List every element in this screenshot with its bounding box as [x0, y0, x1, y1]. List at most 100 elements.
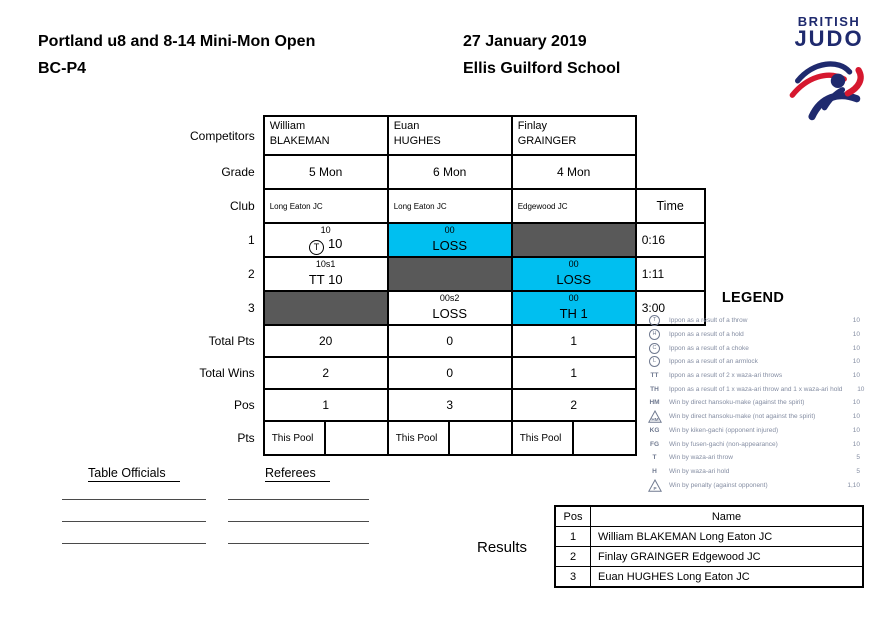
legend-symbol-KG-icon: KG — [649, 426, 660, 434]
pos-cell-1: 1 — [262, 388, 389, 422]
score-code: 00 — [568, 259, 579, 269]
legend-item-value: 1,10 — [847, 481, 860, 489]
this-pool-label: This Pool — [265, 422, 326, 454]
competitor-last-name: HUGHES — [393, 134, 441, 147]
total-pts-cell-2: 0 — [386, 324, 513, 358]
legend-item: HM Win by direct hansoku-make (not agains… — [646, 410, 860, 424]
competitor-cell-2: Euan HUGHES — [386, 115, 513, 156]
legend-symbol-circle-C-icon: C — [646, 342, 663, 354]
row-label-match-2: 2 — [248, 267, 255, 281]
score-code: 10 — [320, 225, 331, 235]
event-header: Portland u8 and 8-14 Mini-Mon Open BC-P4 — [38, 28, 315, 82]
score-main: TT 10 — [308, 272, 343, 287]
match1-cell-euan: 00 LOSS — [386, 222, 513, 258]
signature-line — [228, 500, 369, 522]
legend-item-text: Ippon as a result of a hold — [669, 331, 744, 339]
total-wins-cell-3: 1 — [510, 356, 637, 390]
legend-item: H Win by waza-ari hold 5 — [646, 465, 860, 479]
legend-item: TT Ippon as a result of 2 x waza-ari thro… — [646, 369, 860, 383]
score-value: 10 — [327, 236, 343, 251]
score-code: 00 — [444, 225, 455, 235]
legend-item-value: 10 — [852, 344, 860, 352]
signature-line — [62, 500, 206, 522]
legend-item: P Win by penalty (against opponent) 1,10 — [646, 478, 860, 492]
legend-symbol-TH-icon: TH — [650, 385, 659, 393]
score-main: T 10 — [265, 225, 387, 255]
legend-item-text: Win by waza-ari hold — [669, 467, 730, 475]
legend-item-value: 10 — [857, 385, 865, 393]
row-label-pos: Pos — [234, 398, 255, 412]
match3-cell-finlay: 00 TH 1 — [510, 290, 637, 326]
score-code: 00s2 — [439, 293, 460, 303]
logo-text-british: BRITISH — [797, 14, 861, 29]
table-officials-label: Table Officials — [88, 466, 180, 482]
match2-cell-euan-blocked — [386, 256, 513, 292]
svg-text:P: P — [653, 486, 656, 491]
pts-empty-box — [450, 422, 511, 454]
legend-item: T Win by waza-ari throw 5 — [646, 451, 861, 465]
grade-cell-3: 4 Mon — [510, 154, 637, 190]
match1-cell-finlay-blocked — [510, 222, 637, 258]
circled-t-icon: T — [308, 240, 324, 255]
event-meta: 27 January 2019 Ellis Guilford School — [463, 28, 620, 82]
pts-empty-box — [326, 422, 387, 454]
legend-symbol-T-icon: T — [652, 454, 657, 462]
legend-item-text: Ippon as a result of an armlock — [669, 358, 758, 366]
pool-sheet: Competitors William BLAKEMAN Euan HUGHES… — [190, 115, 706, 456]
row-label-pts: Pts — [237, 431, 255, 445]
results-pos: 2 — [554, 546, 591, 567]
competitor-first-name: Euan — [393, 120, 420, 132]
results-name: Finlay GRAINGER Edgewood JC — [590, 546, 864, 567]
spacer-cell — [636, 155, 705, 189]
legend-item-value: 5 — [856, 467, 860, 475]
this-pool-label: This Pool — [389, 422, 450, 454]
event-venue: Ellis Guilford School — [463, 60, 621, 77]
this-pool-label: This Pool — [513, 422, 574, 454]
time-column-header: Time — [634, 188, 706, 224]
legend-item: H Ippon as a result of a hold 10 — [646, 328, 860, 342]
results-pos: 3 — [554, 566, 591, 588]
logo-text-judo: JUDO — [794, 26, 864, 51]
total-pts-cell-1: 20 — [262, 324, 389, 358]
row-label-grade: Grade — [221, 165, 255, 179]
legend-item-value: 10 — [852, 440, 860, 448]
legend-item-value: 10 — [852, 358, 860, 366]
pool-code: BC-P4 — [38, 60, 87, 77]
match2-time: 1:11 — [634, 256, 706, 292]
results-pos: 1 — [554, 526, 591, 547]
legend-item: FG Win by fusen-gachi (non-appearance) 10 — [646, 437, 860, 451]
signature-line — [62, 478, 206, 500]
match3-cell-euan: 00s2 LOSS — [386, 290, 513, 326]
results-body: 1 William BLAKEMAN Long Eaton JC 2 Finlay G… — [554, 526, 864, 588]
competitor-cell-1: William BLAKEMAN — [262, 115, 389, 156]
legend-symbol-TT-icon: TT — [650, 372, 659, 380]
results-label: Results — [477, 539, 528, 556]
total-wins-cell-1: 2 — [262, 356, 389, 390]
legend-item: T Ippon as a result of a throw 10 — [646, 314, 860, 328]
legend-item-text: Ippon as a result of a choke — [669, 344, 749, 352]
legend-items: T Ippon as a result of a throw 10 H Ippon as… — [646, 314, 864, 492]
club-cell-2: Long Eaton JC — [386, 188, 513, 224]
pts-empty-box — [574, 422, 635, 454]
results-row: 3 Euan HUGHES Long Eaton JC — [554, 566, 864, 588]
grade-cell-2: 6 Mon — [386, 154, 513, 190]
legend-item-value: 10 — [852, 426, 860, 434]
legend-item: KG Win by kiken-gachi (opponent injured) 1… — [646, 424, 860, 438]
pts-cell-2: This Pool — [386, 420, 513, 456]
pos-cell-3: 2 — [510, 388, 637, 422]
legend-item-text: Win by waza-ari throw — [669, 454, 733, 462]
signature-line — [228, 478, 369, 500]
legend-symbol-H-icon: H — [652, 467, 657, 475]
legend: LEGEND T Ippon as a result of a throw 10 H I… — [646, 290, 864, 492]
referees-signature-lines — [228, 478, 369, 544]
signature-line — [228, 522, 369, 544]
legend-item-text: Ippon as a result of 1 x waza-ari throw … — [669, 385, 843, 393]
score-main: LOSS — [556, 272, 592, 287]
total-wins-cell-2: 0 — [386, 356, 513, 390]
score-code: 10s1 — [315, 259, 336, 269]
pts-cell-1: This Pool — [262, 420, 389, 456]
event-date: 27 January 2019 — [463, 33, 587, 50]
legend-symbol-HM-icon: HM — [649, 399, 660, 407]
legend-item: C Ippon as a result of a choke 10 — [646, 341, 860, 355]
competitor-last-name: BLAKEMAN — [269, 134, 330, 147]
